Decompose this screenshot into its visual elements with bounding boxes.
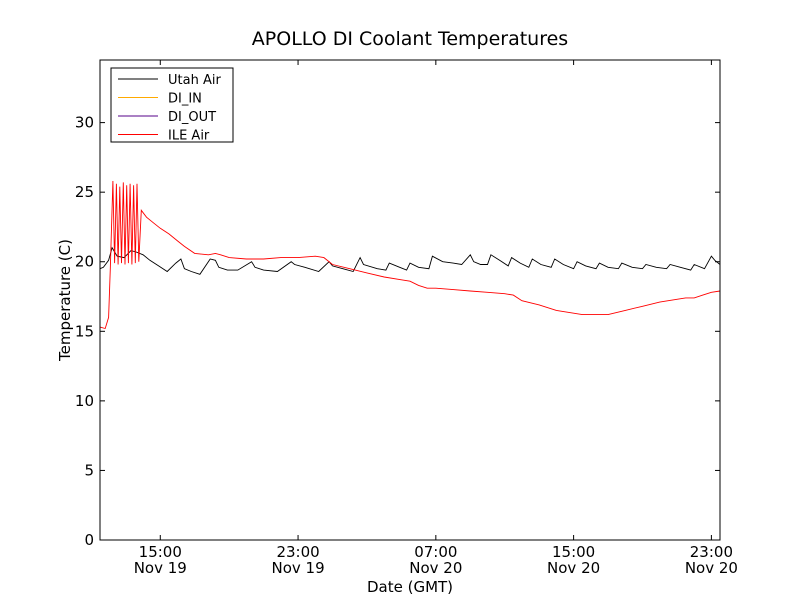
series-line-utah-air: [99, 246, 721, 275]
y-tick-label: 0: [84, 531, 94, 549]
series-line-ile-air: [99, 180, 721, 330]
plot-area: [99, 180, 721, 330]
legend-label-di-out: DI_OUT: [168, 110, 216, 125]
y-tick-label: 25: [75, 183, 94, 201]
y-tick-label: 5: [84, 461, 94, 479]
x-tick-date: Nov 20: [409, 559, 462, 577]
x-tick-time: 23:00: [690, 543, 733, 561]
y-tick-label: 20: [75, 253, 94, 271]
legend-label-utah-air: Utah Air: [168, 73, 221, 88]
x-axis-label: Date (GMT): [367, 578, 453, 596]
x-tick-date: Nov 20: [547, 559, 600, 577]
y-tick-label: 10: [75, 392, 94, 410]
legend-label-ile-air: ILE Air: [168, 129, 210, 144]
y-axis-label: Temperature (C): [56, 239, 74, 362]
axes-frame: [99, 59, 721, 541]
legend: Utah Air DI_IN DI_OUT ILE Air: [110, 67, 234, 144]
x-tick-date: Nov 20: [685, 559, 738, 577]
x-tick-date: Nov 19: [134, 559, 187, 577]
x-tick-time: 15:00: [552, 543, 595, 561]
legend-box: [110, 67, 234, 143]
x-tick-date: Nov 19: [271, 559, 324, 577]
chart-title: APOLLO DI Coolant Temperatures: [252, 28, 568, 50]
y-tick-label: 30: [75, 114, 94, 132]
y-tick-label: 15: [75, 322, 94, 340]
x-tick-time: 15:00: [139, 543, 182, 561]
legend-label-di-in: DI_IN: [168, 92, 202, 107]
x-tick-time: 23:00: [276, 543, 319, 561]
x-tick-time: 07:00: [414, 543, 457, 561]
